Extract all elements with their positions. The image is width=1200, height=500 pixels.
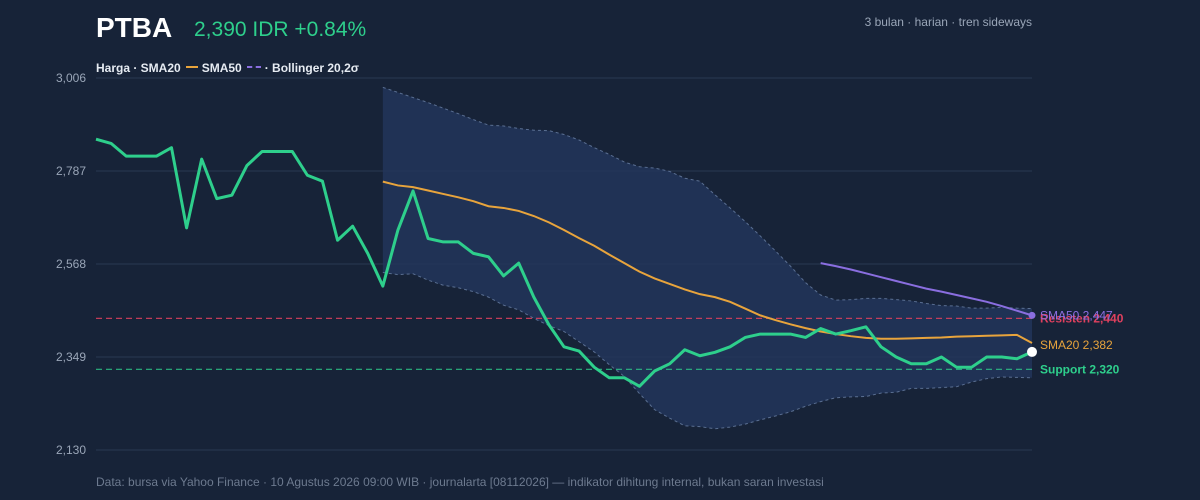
price-end-point xyxy=(1027,346,1037,357)
price-line xyxy=(95,137,1033,388)
price-quote: 2,390 IDR +0.84% xyxy=(194,18,367,41)
sma50-line xyxy=(820,262,1033,317)
bollinger-band-area xyxy=(382,87,1032,429)
y-tick-label: 2,349 xyxy=(56,350,86,364)
legend-bollinger: · Bollinger 20,2σ xyxy=(264,61,359,75)
legend-price-sma20: Harga · SMA20 xyxy=(96,61,181,75)
y-tick-label: 2,787 xyxy=(56,164,86,178)
legend-sma50: SMA50 xyxy=(201,61,242,75)
sma20-line xyxy=(382,180,1033,344)
support-label: Support 2,320 xyxy=(1040,362,1120,376)
legend-sma20-swatch xyxy=(185,66,198,69)
y-tick-label: 3,006 xyxy=(56,71,86,85)
resistance-label: Resisten 2,440 xyxy=(1040,311,1124,325)
sma50-end-label: SMA50 2,447 xyxy=(1040,308,1113,322)
bollinger-upper-line xyxy=(382,86,1033,310)
chart-legend: Harga · SMA20 SMA50 · Bollinger 20,2σ xyxy=(96,61,359,75)
chart-subtitle: 3 bulan · harian · tren sideways xyxy=(864,15,1032,29)
legend-sma50-swatch xyxy=(246,66,261,69)
sma50-end-point xyxy=(1028,311,1036,319)
y-tick-label: 2,130 xyxy=(56,443,86,457)
sma20-end-label: SMA20 2,382 xyxy=(1040,338,1113,352)
y-tick-label: 2,568 xyxy=(56,257,86,271)
data-source-footer: Data: bursa via Yahoo Finance · 10 Agust… xyxy=(96,475,824,489)
ticker-symbol: PTBA xyxy=(96,12,173,43)
